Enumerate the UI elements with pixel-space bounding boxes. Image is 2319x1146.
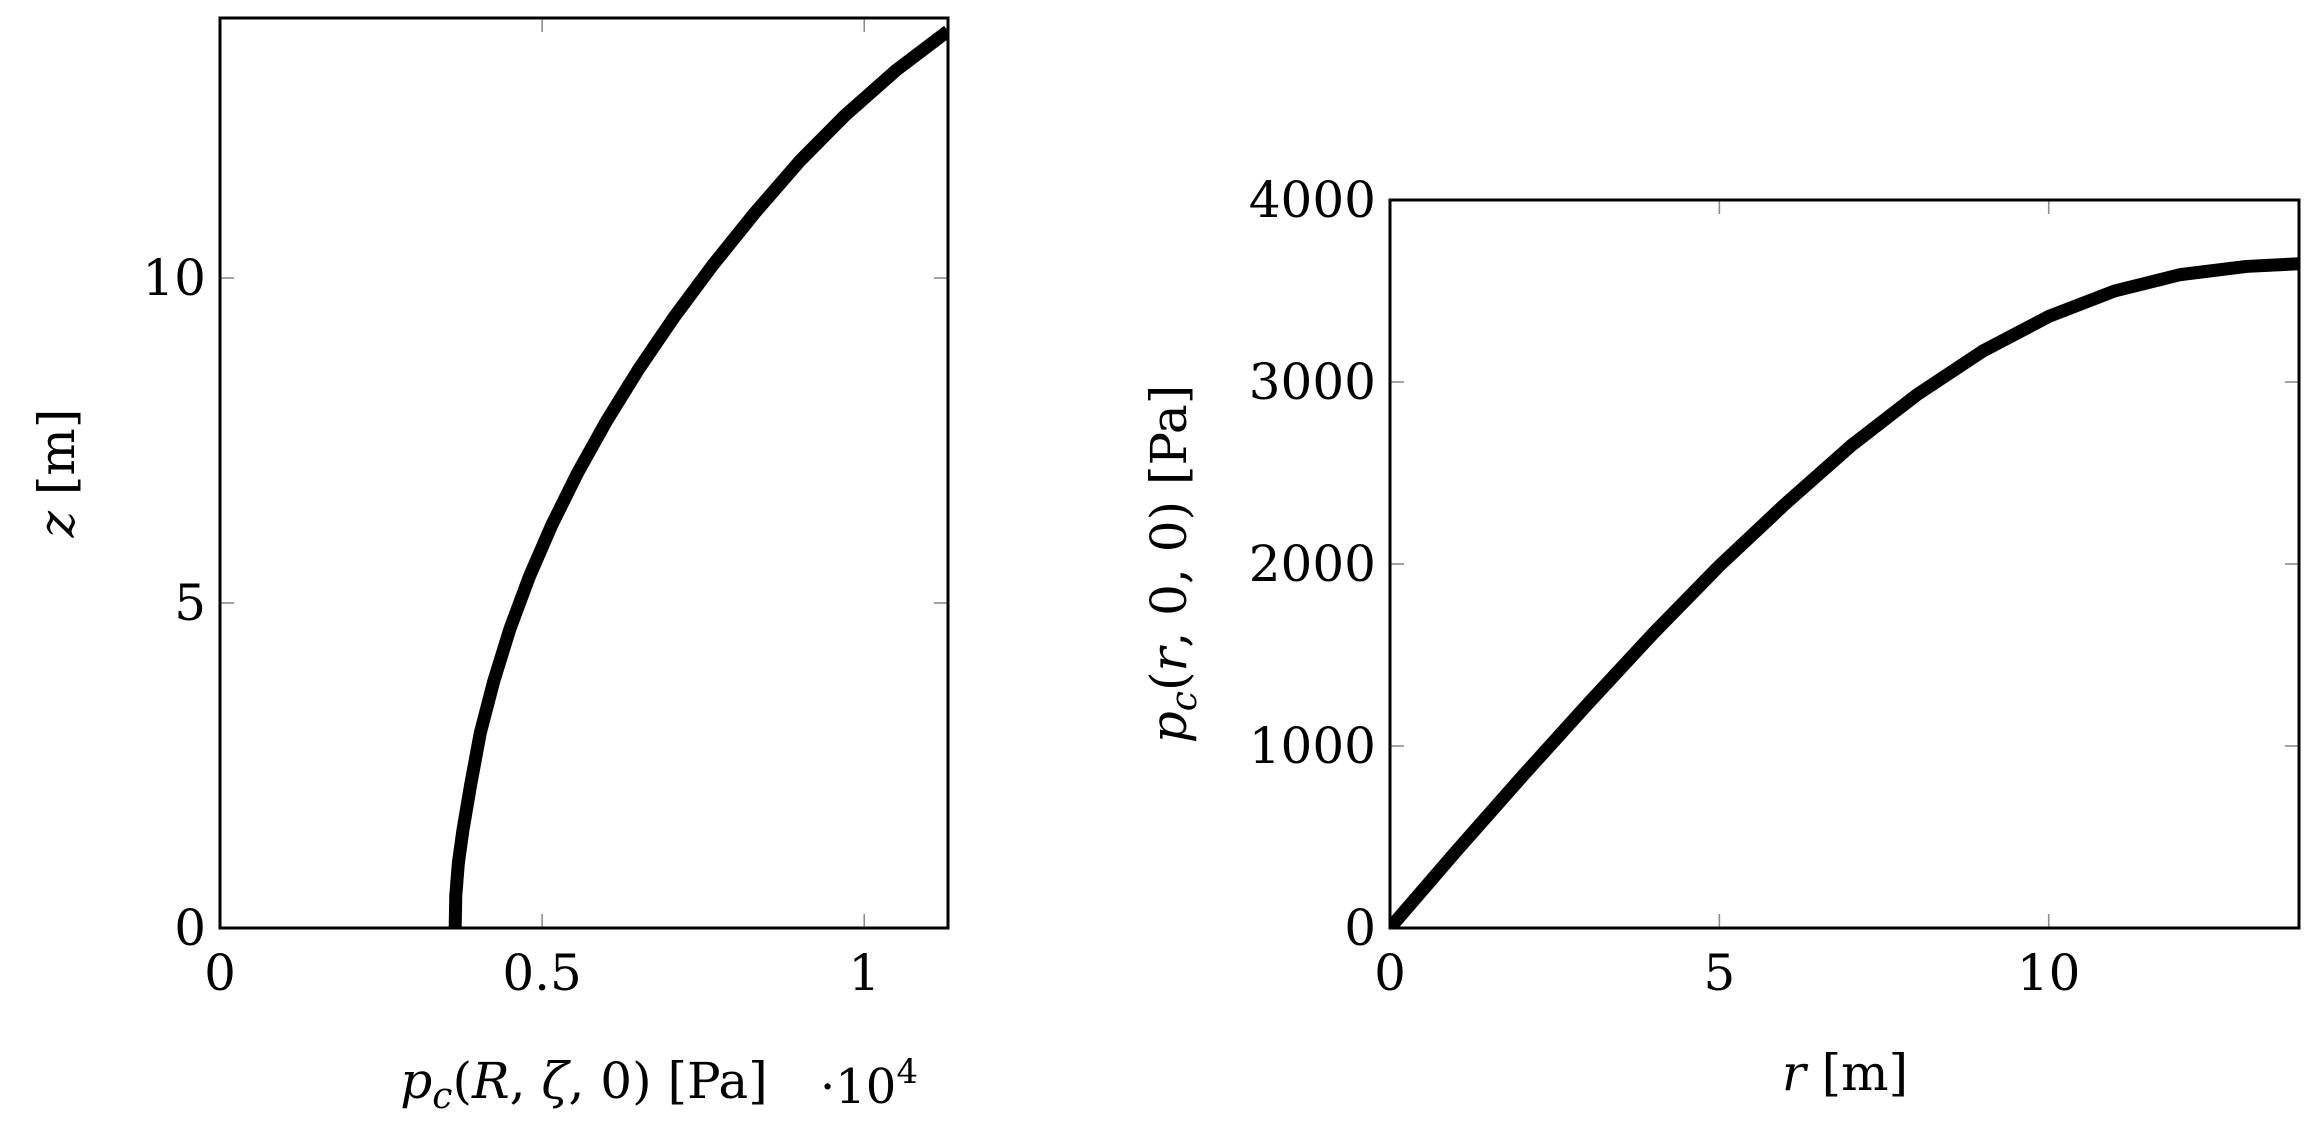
axis-label-part: , [510, 1052, 542, 1110]
x-tick-label: 0.5 [502, 944, 582, 1002]
series-line [448, 25, 948, 928]
axis-label-part: p [400, 1052, 432, 1110]
y-tick-label: 3000 [1249, 353, 1376, 411]
axes-frame [218, 16, 950, 930]
axis-label-part: , 0, 0) [Pa] [1140, 385, 1198, 648]
multiplier-base: ·10 [820, 1059, 896, 1115]
x-tick-label: 5 [1703, 944, 1735, 1002]
x-axis-label: r [m] [1782, 1044, 1908, 1102]
x-axis-multiplier: ·104 [820, 1052, 918, 1115]
y-tick-label: 0 [1344, 899, 1376, 957]
axis-label-part: R [471, 1052, 510, 1110]
axis-label-part: r [1140, 645, 1198, 672]
axis-label-part: [m] [28, 409, 86, 511]
x-tick-label: 1 [848, 944, 880, 1002]
axis-label-part: [m] [1806, 1044, 1908, 1102]
x-tick-label: 0 [204, 944, 236, 1002]
multiplier-exponent: 4 [896, 1052, 918, 1092]
x-tick-label: 0 [1374, 944, 1406, 1002]
x-tick-label: 10 [2017, 944, 2081, 1002]
axes-frame [1388, 198, 2301, 930]
axis-label-part: p [1140, 711, 1198, 743]
axis-label-part: , 0) [Pa] [569, 1052, 768, 1110]
y-tick-label: 10 [142, 249, 206, 307]
x-axis-label: pc(R, ζ, 0) [Pa] [400, 1052, 767, 1117]
axis-label-part: c [1164, 691, 1205, 711]
axis-label-part: ( [452, 1052, 472, 1110]
axis-label-part: r [1782, 1044, 1809, 1102]
y-axis-label: z [m] [28, 409, 86, 539]
y-tick-label: 2000 [1249, 535, 1376, 593]
y-tick-label: 1000 [1249, 717, 1376, 775]
axis-label-part: c [432, 1076, 452, 1117]
axis-label-part: ( [1140, 672, 1198, 692]
y-tick-label: 4000 [1249, 171, 1376, 229]
series-line [1390, 257, 2299, 928]
axis-label-part: ζ [541, 1052, 571, 1110]
y-tick-label: 0 [174, 899, 206, 957]
axis-label-part: z [28, 510, 86, 538]
y-tick-label: 5 [174, 574, 206, 632]
y-axis-label: pc(r, 0, 0) [Pa] [1140, 385, 1205, 743]
